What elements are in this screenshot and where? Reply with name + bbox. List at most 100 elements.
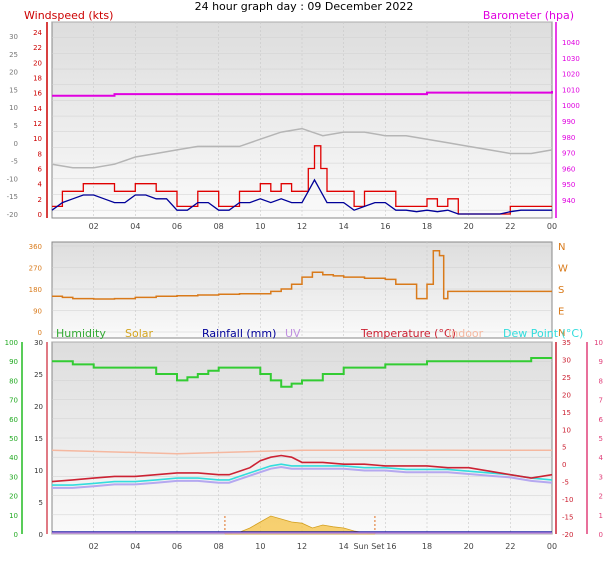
wind-grid: [52, 21, 552, 218]
left-tick-label: 25: [34, 371, 43, 379]
sensor-panel: Humidity Solar Rainfall (mm) UV Temperat…: [5, 327, 604, 551]
outer-tick-label: 0: [14, 140, 18, 148]
x-tick-label: 22: [505, 542, 515, 551]
humidity-tick-label: 100: [5, 339, 18, 347]
humidity-tick-label: 80: [9, 377, 18, 385]
dewpoint-raw-series: [52, 465, 553, 489]
outer-tick-label: -15: [7, 193, 18, 201]
outer-tick-label: -20: [7, 211, 18, 219]
x-tick-label: 02: [89, 222, 99, 231]
wind-outer-axis-ticks: 30 25 20 15 10 5 0 -5 -10 -15 -20: [7, 33, 18, 219]
x-tick-label: 08: [214, 542, 224, 551]
outer-tick-label: -5: [11, 158, 18, 166]
windspeed-tick-label: 4: [38, 181, 43, 189]
direction-degree-label: 0: [38, 329, 42, 337]
outer-tick-label: 25: [9, 51, 18, 59]
x-tick-label: 16: [380, 222, 390, 231]
dewpoint-series: [52, 463, 553, 486]
windspeed-tick-label: 14: [33, 105, 42, 113]
uv-tick-label: 4: [599, 454, 604, 462]
humidity-tick-label: 30: [9, 473, 18, 481]
sensor-left-axis-ticks: 30 25 20 15 10 5 0: [34, 339, 43, 539]
x-tick-label: 04: [130, 542, 140, 551]
sensor-x-axis-ticks: 02 04 06 08 10 12 14 Sun Set 16 18 20 22 00: [89, 542, 558, 551]
windspeed-tick-label: 0: [38, 211, 42, 219]
legend-rainfall: Rainfall (mm): [202, 327, 276, 340]
left-tick-label: 30: [34, 339, 43, 347]
uv-tick-label: 7: [599, 397, 603, 405]
uv-tick-label: 9: [599, 358, 603, 366]
wind-panel: Windspeed (kts) Barometer (hpa) 30252015…: [7, 9, 580, 231]
direction-degree-ticks: 360 270 180 90 0: [29, 243, 42, 337]
direction-grid: [52, 242, 552, 338]
temperature-tick-label: -20: [562, 531, 573, 539]
uv-tick-label: 6: [599, 416, 604, 424]
legend-dewpoint: Dew Point (°C): [503, 327, 583, 340]
windspeed-tick-label: 10: [33, 135, 42, 143]
temperature-axis-ticks: 35 30 25 20 15 10 5 0 -5 -10 -15 -20: [562, 339, 573, 539]
temperature-tick-label: 35: [562, 339, 571, 347]
sunset-label: Sun Set: [353, 542, 384, 551]
x-tick-label: 08: [214, 222, 224, 231]
x-tick-label: 06: [172, 542, 182, 551]
barometer-tick-label: 1030: [562, 55, 580, 63]
uv-tick-label: 0: [599, 531, 603, 539]
x-tick-label: 06: [172, 222, 182, 231]
left-tick-label: 15: [34, 435, 43, 443]
wind-x-axis-ticks: 02 04 06 08 10 12 14 16 18 20 22 00: [89, 222, 558, 231]
left-tick-label: 20: [34, 403, 43, 411]
windspeed-tick-label: 12: [33, 120, 42, 128]
uv-tick-label: 5: [599, 435, 603, 443]
compass-label: N: [558, 328, 565, 339]
outer-tick-label: 15: [9, 86, 18, 94]
barometer-tick-label: 960: [562, 165, 575, 173]
temperature-tick-label: 5: [562, 444, 566, 452]
barometer-series: [52, 91, 553, 97]
x-tick-label: 16: [386, 542, 396, 551]
temperature-tick-label: -15: [562, 514, 573, 522]
humidity-tick-label: 40: [9, 454, 18, 462]
x-tick-label: 14: [339, 222, 349, 231]
x-tick-label: 04: [130, 222, 140, 231]
x-tick-label: 18: [422, 542, 432, 551]
temperature-tick-label: 0: [562, 461, 566, 469]
barometer-axis-ticks: 1040 1030 1020 1010 1000 990 980 970 960 950 940: [562, 39, 580, 205]
outer-tick-label: 30: [9, 33, 18, 41]
left-tick-label: 5: [39, 499, 43, 507]
direction-degree-label: 90: [33, 308, 42, 316]
barometer-tick-label: 1040: [562, 39, 580, 47]
humidity-tick-label: 50: [9, 435, 18, 443]
humidity-tick-label: 0: [14, 531, 18, 539]
uv-tick-label: 8: [599, 377, 603, 385]
wind-average-series: [51, 178, 552, 215]
indoor-series: [51, 449, 552, 455]
humidity-series: [52, 357, 552, 388]
temperature-tick-label: -10: [562, 496, 573, 504]
barometer-tick-label: 940: [562, 197, 575, 205]
x-tick-label: 14: [339, 542, 349, 551]
uv-tick-label: 1: [599, 512, 603, 520]
x-tick-label: 12: [297, 222, 307, 231]
windspeed-tick-label: 2: [38, 196, 42, 204]
windspeed-tick-label: 6: [38, 166, 43, 174]
x-tick-label: 10: [255, 542, 265, 551]
uv-tick-label: 3: [599, 473, 603, 481]
temperature-tick-label: 20: [562, 391, 571, 399]
barometer-tick-label: 990: [562, 118, 575, 126]
outer-tick-label: 10: [9, 104, 18, 112]
humidity-tick-label: 70: [9, 397, 18, 405]
barometer-tick-label: 980: [562, 134, 575, 142]
windspeed-tick-label: 8: [38, 150, 42, 158]
legend-humidity: Humidity: [56, 327, 106, 340]
left-tick-label: 10: [34, 467, 43, 475]
windspeed-tick-label: 16: [33, 90, 42, 98]
barometer-tick-label: 1020: [562, 71, 580, 79]
compass-label: S: [558, 285, 564, 296]
x-tick-label: 10: [255, 222, 265, 231]
windspeed-tick-label: 20: [33, 59, 42, 67]
wind-gray-series: [51, 127, 553, 169]
windspeed-tick-label: 18: [33, 75, 42, 83]
humidity-tick-label: 90: [9, 358, 18, 366]
